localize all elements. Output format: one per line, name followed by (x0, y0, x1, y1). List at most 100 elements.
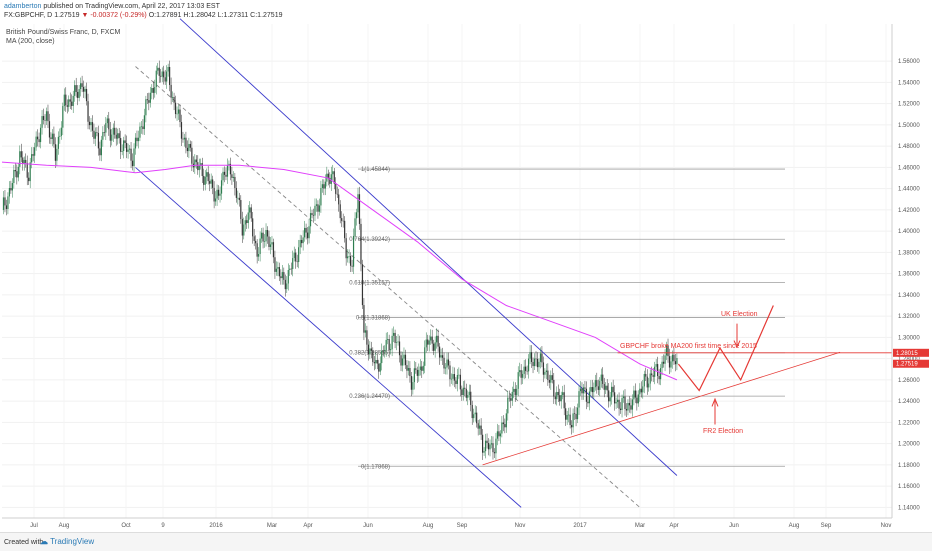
candle-body (603, 383, 605, 390)
legend-indicator[interactable]: MA (200, close) (6, 38, 55, 45)
price-channel (135, 18, 678, 508)
candle-body (309, 213, 312, 227)
candle-body (407, 367, 410, 371)
candle-body (20, 151, 22, 158)
candle-body (179, 109, 181, 123)
candle-body (332, 171, 334, 175)
tradingview-logo[interactable]: ☁ TradingView (40, 537, 94, 546)
candle-body (292, 258, 294, 270)
candle-body (520, 370, 522, 378)
candle-body (388, 339, 390, 351)
candle-body (646, 376, 648, 388)
candle-body (229, 163, 232, 175)
last-price: 1.27519 (54, 12, 80, 19)
y-tick-label: 1.52000 (898, 102, 920, 108)
y-tick-label: 1.38000 (898, 250, 920, 256)
candle-body (127, 149, 129, 152)
candle-body (51, 133, 54, 139)
candle-body (621, 398, 623, 410)
candle-body (410, 376, 412, 390)
candle-body (455, 380, 457, 384)
candle-body (180, 122, 183, 139)
candle-body (311, 213, 313, 215)
author-link[interactable]: adamberton (4, 3, 42, 10)
candle-body (217, 189, 220, 196)
candle-body (130, 148, 132, 161)
candle-body (401, 358, 404, 366)
candle-body (569, 414, 571, 426)
candle-body (471, 404, 473, 419)
candle-body (324, 181, 326, 189)
candle-body (548, 379, 550, 383)
candle-body (145, 99, 147, 116)
candle-body (665, 345, 668, 356)
candle-body (591, 387, 593, 393)
candle-body (82, 86, 85, 92)
candle-body (66, 105, 68, 107)
candle-body (418, 369, 420, 376)
candle-body (186, 147, 189, 152)
candle-body (433, 343, 435, 351)
candle-body (492, 443, 494, 453)
candle-body (44, 120, 46, 121)
x-tick-label: Jun (363, 523, 373, 529)
candle-body (400, 355, 402, 366)
change-value: -0.00372 (-0.29%) (90, 12, 147, 19)
support-line (482, 351, 841, 466)
candle-body (352, 235, 355, 267)
candle-body (412, 382, 414, 390)
candle-body (140, 126, 143, 128)
candle-body (305, 227, 307, 233)
candle-body (260, 232, 263, 239)
y-tick-label: 1.42000 (898, 208, 920, 214)
candle-body (41, 116, 43, 128)
candle-body (106, 118, 108, 124)
y-tick-label: 1.16000 (898, 484, 920, 490)
candle-body (651, 373, 653, 376)
candle-body (662, 361, 665, 364)
candle-body (674, 361, 677, 365)
candle-body (169, 66, 171, 85)
y-tick-label: 1.46000 (898, 165, 920, 171)
candle-body (382, 350, 384, 352)
candle-body (14, 169, 16, 172)
candle-body (415, 368, 417, 370)
candle-body (50, 137, 52, 139)
candle-body (259, 238, 261, 255)
candle-body (286, 283, 288, 290)
candle-body (32, 154, 34, 156)
y-tick-label: 1.14000 (898, 505, 920, 511)
candle-body (464, 387, 466, 389)
candle-body (438, 346, 441, 358)
candle-body (269, 244, 272, 247)
y-tick-label: 1.30000 (898, 335, 920, 341)
y-tick-label: 1.28000 (898, 357, 920, 363)
candle-body (645, 373, 647, 377)
candle-body (568, 414, 570, 416)
candle-body (667, 345, 669, 357)
price-chart[interactable]: 1(1.45844) 0.764(1.39242) 0.618(1.35157) 0.… (0, 0, 932, 532)
candle-body (495, 438, 497, 454)
fib-label: 0.764(1.39242) (349, 237, 390, 243)
candle-body (652, 375, 654, 377)
y-axis[interactable]: 1.56000 1.54000 1.52000 1.50000 1.48000 1.460… (891, 24, 929, 518)
y-tick-label: 1.56000 (898, 59, 920, 65)
candle-body (468, 391, 470, 396)
candle-body (510, 398, 512, 401)
x-tick-label: Apr (669, 523, 678, 529)
candle-body (444, 367, 447, 369)
candle-body (430, 336, 432, 341)
candle-body (338, 194, 340, 205)
candle-body (452, 374, 454, 379)
candle-body (263, 241, 266, 242)
candle-body (88, 121, 91, 126)
candle-body (148, 100, 150, 103)
candle-body (173, 97, 175, 103)
x-axis[interactable]: Jul Aug Oct 9 2016 Mar Apr Jun Aug Sep Nov 2017 Mar A… (2, 517, 892, 529)
candle-body (108, 118, 110, 130)
candle-body (403, 354, 405, 359)
chart-header: adamberton published on TradingView.com,… (4, 2, 282, 20)
candle-body (247, 212, 249, 224)
candle-body (456, 375, 458, 384)
candle-body (349, 256, 352, 266)
